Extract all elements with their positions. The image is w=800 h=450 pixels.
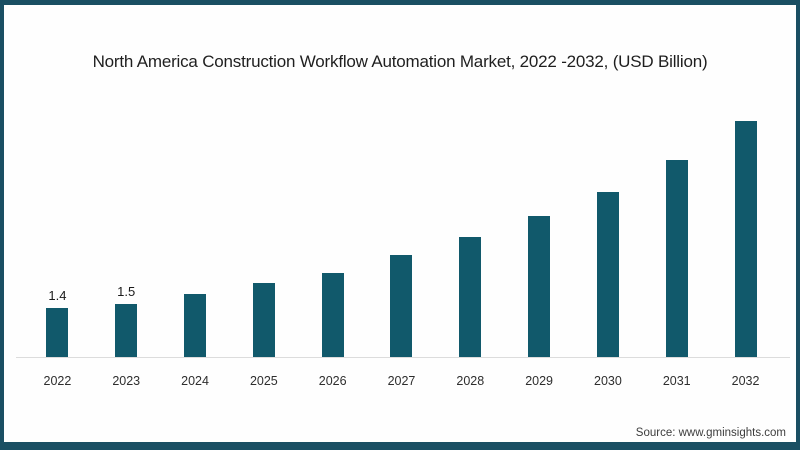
- x-axis-labels: 2022 2023 2024 2025 2026 2027 2028 2029 2030 2031…: [23, 374, 780, 388]
- bar-value-label-2023: 1.5: [117, 284, 136, 299]
- chart-title: North America Construction Workflow Auto…: [92, 52, 708, 71]
- x-axis-label-2029: 2029: [525, 374, 553, 388]
- bar-group-2032: [711, 121, 780, 357]
- x-axis-label-2028: 2028: [456, 374, 485, 388]
- bar-group-2031: [642, 160, 711, 357]
- bar-2028: [459, 237, 482, 357]
- bar-value-label-2022: 1.4: [48, 288, 67, 303]
- bar-group-2030: [574, 192, 643, 357]
- x-axis-label-2022: 2022: [43, 374, 72, 388]
- bar-2024: [184, 294, 207, 357]
- bar-2026: [321, 273, 344, 357]
- x-axis-label-2031: 2031: [662, 374, 691, 388]
- bar-2032: [734, 121, 757, 357]
- bar-2030: [596, 192, 619, 357]
- bar-2027: [390, 255, 413, 357]
- x-axis-label-2024: 2024: [181, 374, 209, 388]
- x-axis-label-2026: 2026: [318, 374, 347, 388]
- bar-group-2025: [229, 283, 298, 357]
- bar-2023: [115, 304, 138, 357]
- bar-group-2022: 1.4: [23, 288, 92, 357]
- x-axis-label-2023: 2023: [112, 374, 141, 388]
- bar-group-2029: [505, 216, 574, 357]
- bar-2022: [46, 308, 69, 357]
- bar-group-2024: [161, 294, 230, 357]
- bar-2025: [252, 283, 275, 357]
- bar-group-2028: [436, 237, 505, 357]
- bar-2031: [665, 160, 688, 357]
- bar-group-2026: [298, 273, 367, 357]
- x-axis-label-2030: 2030: [594, 374, 622, 388]
- x-axis-label-2032: 2032: [731, 374, 760, 388]
- x-axis-label-2027: 2027: [387, 374, 416, 388]
- bar-2029: [528, 216, 551, 357]
- source-attribution: Source: www.gminsights.com: [635, 427, 786, 439]
- bar-group-2027: [367, 255, 436, 357]
- bar-group-2023: 1.5: [92, 284, 161, 357]
- bar-chart: 1.4 1.5: [23, 121, 780, 357]
- x-axis-line: [16, 357, 790, 358]
- x-axis-label-2025: 2025: [249, 374, 278, 388]
